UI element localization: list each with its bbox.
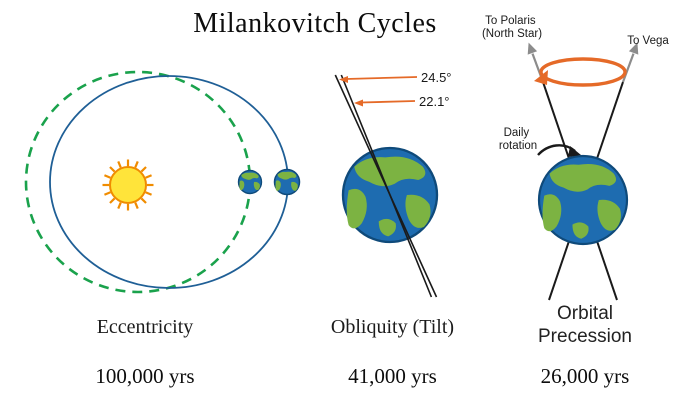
obliquity-period: 41,000 yrs	[348, 364, 437, 388]
to-vega-label: To Vega	[627, 35, 669, 47]
polaris-arrow-head	[527, 42, 538, 55]
earth-land	[572, 222, 589, 239]
sun-rays	[102, 159, 154, 211]
precession-label-line1: Orbital	[557, 303, 613, 324]
precession-ellipse-arrow	[539, 57, 627, 87]
to-polaris-label: To Polaris (North Star)	[482, 15, 542, 40]
earth-land	[597, 199, 621, 231]
vega-arrow-head	[628, 42, 639, 55]
angle-label-min: 22.1°	[419, 94, 450, 109]
daily-rotation-label: Daily rotation	[499, 127, 537, 152]
earth-globe	[537, 154, 629, 246]
vega-arrow	[621, 53, 635, 83]
eccentricity-label: Eccentricity	[96, 316, 194, 338]
precession-panel: To Polaris (North Star) To Vega Daily ro…	[482, 15, 669, 301]
earth-land	[549, 164, 617, 192]
earth-land	[378, 218, 396, 237]
angle-arrow-max-head	[339, 76, 348, 83]
earth-small-1	[237, 169, 263, 195]
eccentricity-panel	[24, 70, 301, 294]
angle-arrow-max	[345, 76, 418, 80]
earth-land	[542, 194, 562, 232]
angle-label-max: 24.5°	[421, 70, 452, 85]
sun-icon	[102, 159, 154, 211]
angle-arrow-min-head	[354, 99, 363, 107]
angle-arrow-min	[360, 100, 416, 104]
earth-land	[346, 188, 367, 229]
precession-period: 26,000 yrs	[540, 364, 630, 388]
obliquity-panel: 24.5° 22.1°	[334, 70, 452, 298]
earth-land	[405, 194, 431, 228]
precession-label-line2: Precession	[538, 326, 632, 347]
obliquity-label: Obliquity (Tilt)	[330, 316, 455, 338]
eccentricity-period: 100,000 yrs	[95, 364, 195, 388]
earth-land	[354, 156, 426, 187]
axis-line-min-tilt	[340, 74, 433, 298]
sun-body	[109, 166, 147, 204]
diagram-title: Milankovitch Cycles	[193, 8, 437, 39]
precession-arrow-head	[534, 70, 548, 85]
daily-rotation-arrow-head	[568, 146, 581, 157]
earth-small-2	[273, 168, 301, 196]
precession-label: Orbital Precession	[495, 302, 675, 348]
